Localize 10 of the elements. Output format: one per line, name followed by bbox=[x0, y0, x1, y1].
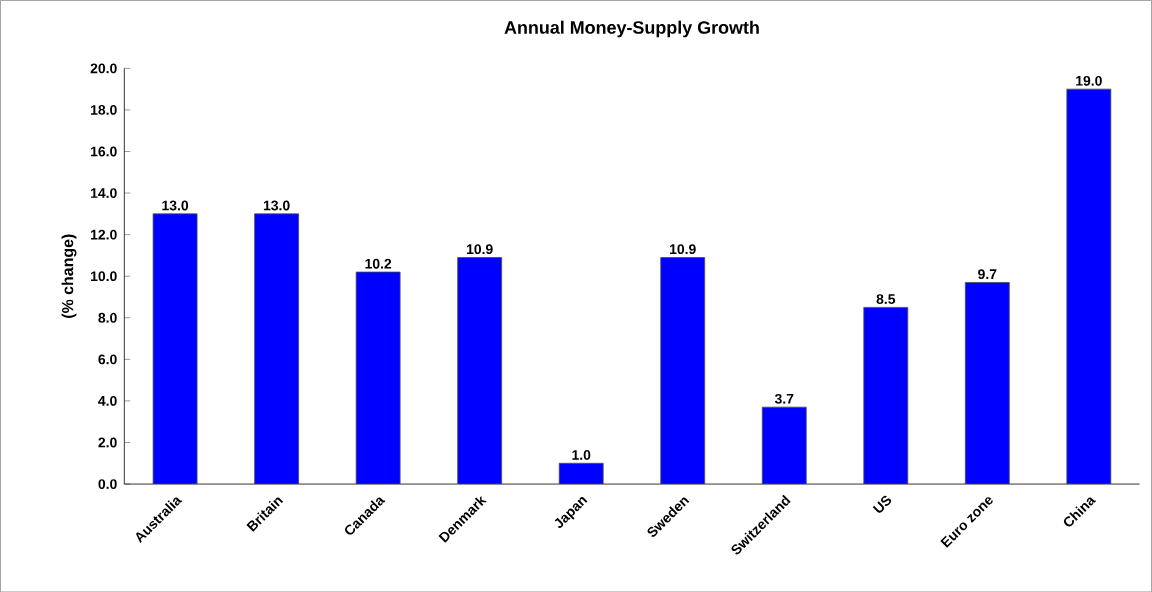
bar bbox=[152, 213, 198, 484]
bar bbox=[355, 271, 401, 484]
bar bbox=[254, 213, 299, 484]
chart-title: Annual Money-Supply Growth bbox=[504, 20, 759, 38]
bar bbox=[761, 406, 807, 484]
bar bbox=[660, 256, 706, 484]
bar bbox=[863, 306, 909, 484]
bar bbox=[964, 281, 1010, 484]
bar bbox=[457, 256, 503, 484]
bar bbox=[1066, 88, 1112, 484]
